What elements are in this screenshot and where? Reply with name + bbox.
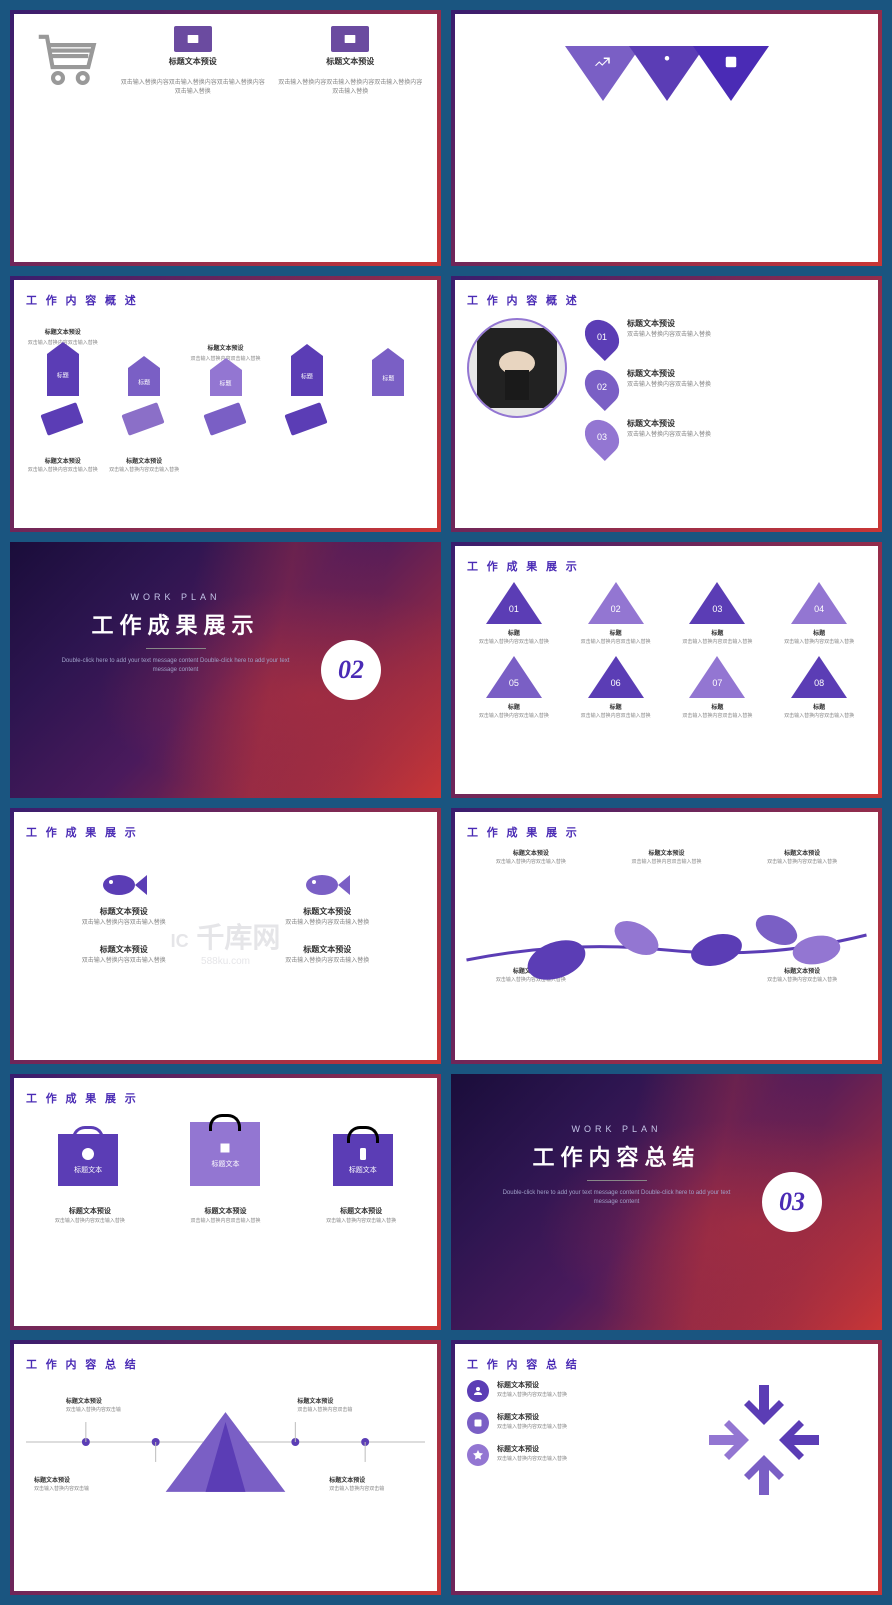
slide-numbered-list: 工 作 内 容 概 述 01 标题文本预设双击输入替换内容双击输入替换 02 标… xyxy=(451,276,882,532)
bag-2: 标题文本 xyxy=(190,1122,260,1186)
slide-triangles-down xyxy=(451,10,882,266)
house-3: 标题 xyxy=(210,370,242,396)
slide-title: 工 作 成 果 展 示 xyxy=(26,824,425,840)
fish-icon-1 xyxy=(99,870,149,900)
slide-title: 工 作 内 容 总 结 xyxy=(26,1356,425,1372)
icon-box-1 xyxy=(174,26,212,52)
slide-section-03: WORK PLAN 工作内容总结 Double-click here to ad… xyxy=(451,1074,882,1330)
branch-svg xyxy=(455,890,878,1000)
slide-icon-arrows: 工 作 内 容 总 结 标题文本预设双击输入替换内容双击输入替换 标题文本预设双… xyxy=(451,1340,882,1596)
slide-title: 工 作 成 果 展 示 xyxy=(467,558,866,574)
tri-07: 07 xyxy=(689,656,745,698)
drop-3: 03 xyxy=(578,413,626,461)
preset-2: 标题文本预设 xyxy=(326,56,374,67)
tri-02: 02 xyxy=(588,582,644,624)
tri-05: 05 xyxy=(486,656,542,698)
cart-icon xyxy=(34,34,104,89)
section-label: WORK PLAN xyxy=(10,592,341,602)
slide-timeline: 工 作 内 容 总 结 标题文本预设双击输入替换内容双击输 标题文本预设双击输入… xyxy=(10,1340,441,1596)
tri-01: 01 xyxy=(486,582,542,624)
slide-cart: 标题文本预设 标题文本预设 双击输入替换内容双击输入替换内容双击输入替换内容双击… xyxy=(10,10,441,266)
slide-section-02: WORK PLAN 工作成果展示 Double-click here to ad… xyxy=(10,542,441,798)
tri-08: 08 xyxy=(791,656,847,698)
drop-1: 01 xyxy=(578,313,626,361)
preset-1: 标题文本预设 xyxy=(169,56,217,67)
bag-1: .bag:nth-child(1)::before{border-color:#… xyxy=(58,1134,118,1186)
list-item-1: 标题文本预设双击输入替换内容双击输入替换 xyxy=(467,1380,694,1402)
slide-8-triangles: 工 作 成 果 展 示 01标题双击输入替换内容双击输入替换 02标题双击输入替… xyxy=(451,542,882,798)
list-item-2: 标题文本预设双击输入替换内容双击输入替换 xyxy=(467,1412,694,1434)
section-title: 工作内容总结 xyxy=(451,1140,782,1172)
tag-2 xyxy=(121,402,164,436)
list-item-3: 标题文本预设双击输入替换内容双击输入替换 xyxy=(467,1444,694,1466)
house-5: 标题 xyxy=(372,360,404,396)
tag-3 xyxy=(203,402,246,436)
slide-title: 工 作 内 容 总 结 xyxy=(467,1356,866,1372)
slide-houses: 工 作 内 容 概 述 标题文本预设 双击输入替换内容双击输入替换 标题 标题 … xyxy=(10,276,441,532)
tri-04: 04 xyxy=(791,582,847,624)
tri-06: 06 xyxy=(588,656,644,698)
slide-title: 工 作 内 容 概 述 xyxy=(467,292,866,308)
tri-3 xyxy=(693,46,769,101)
house-1: 标题 xyxy=(47,354,79,396)
detail-2: 双击输入替换内容双击输入替换内容双击输入替换内容双击输入替换 xyxy=(276,79,426,97)
slide-title: 工 作 成 果 展 示 xyxy=(467,824,866,840)
section-sub: Double-click here to add your text messa… xyxy=(10,657,341,676)
watermark-sub: 588ku.com xyxy=(201,956,250,967)
fish-icon-2 xyxy=(302,870,352,900)
tri-03: 03 xyxy=(689,582,745,624)
tag-1 xyxy=(40,402,83,436)
slide-title: 工 作 内 容 概 述 xyxy=(26,292,425,308)
icon-box-2 xyxy=(331,26,369,52)
circle-image xyxy=(467,318,567,418)
tag-4 xyxy=(284,402,327,436)
house-2: 标题 xyxy=(128,368,160,396)
section-label: WORK PLAN xyxy=(451,1124,782,1134)
slide-fish: 工 作 成 果 展 示 IC 千库网 588ku.com 标题文本预设 双击输入… xyxy=(10,808,441,1064)
slide-title: 工 作 成 果 展 示 xyxy=(26,1090,425,1106)
detail-1: 双击输入替换内容双击输入替换内容双击输入替换内容双击输入替换 xyxy=(118,79,268,97)
section-title: 工作成果展示 xyxy=(10,608,341,640)
drop-2: 02 xyxy=(578,363,626,411)
bag-3: 标题文本 xyxy=(333,1134,393,1186)
section-sub: Double-click here to add your text messa… xyxy=(451,1189,782,1208)
house-4: 标题 xyxy=(291,356,323,396)
slide-grid: 标题文本预设 标题文本预设 双击输入替换内容双击输入替换内容双击输入替换内容双击… xyxy=(10,10,882,1595)
arrows-converge-icon xyxy=(704,1380,824,1500)
slide-branch: 工 作 成 果 展 示 标题文本预设双击输入替换内容双击输入替换 标题文本预设双… xyxy=(451,808,882,1064)
slide-bags: 工 作 成 果 展 示 .bag:nth-child(1)::before{bo… xyxy=(10,1074,441,1330)
